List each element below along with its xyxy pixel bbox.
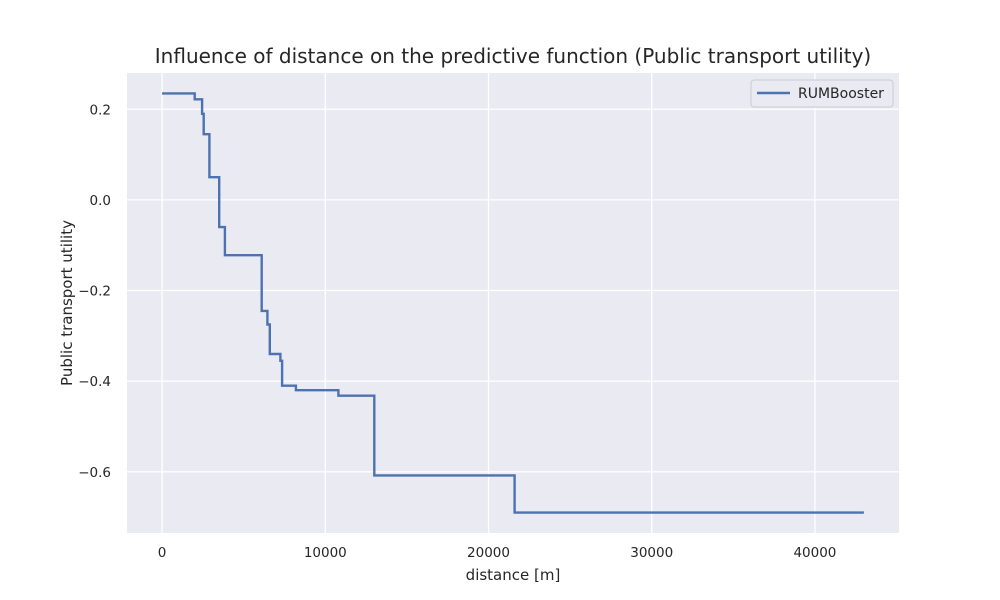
series-layer xyxy=(162,92,864,514)
y-tick-labels: 0.2 0.0 −0.2 −0.4 −0.6 xyxy=(78,102,111,481)
series-line xyxy=(162,92,864,514)
y-tick-label: 0.2 xyxy=(90,102,111,118)
legend: RUMBooster xyxy=(750,79,894,108)
y-axis-label: Public transport utility xyxy=(58,220,76,386)
x-tick-label: 10000 xyxy=(304,545,347,561)
x-tick-label: 0 xyxy=(158,545,167,561)
chart-title: Influence of distance on the predictive … xyxy=(155,44,871,68)
legend-label: RUMBooster xyxy=(798,86,884,102)
x-tick-label: 40000 xyxy=(793,545,836,561)
y-tick-label: −0.4 xyxy=(78,374,111,390)
y-tick-label: 0.0 xyxy=(90,193,111,209)
x-tick-labels: 0 10000 20000 30000 40000 xyxy=(158,545,837,561)
legend-box xyxy=(750,79,894,108)
x-axis-label: distance [m] xyxy=(466,566,561,584)
y-tick-label: −0.6 xyxy=(78,465,111,481)
x-tick-label: 30000 xyxy=(630,545,673,561)
x-tick-label: 20000 xyxy=(467,545,510,561)
plot-area xyxy=(127,73,899,533)
grid xyxy=(127,73,899,533)
y-tick-label: −0.2 xyxy=(78,284,111,300)
